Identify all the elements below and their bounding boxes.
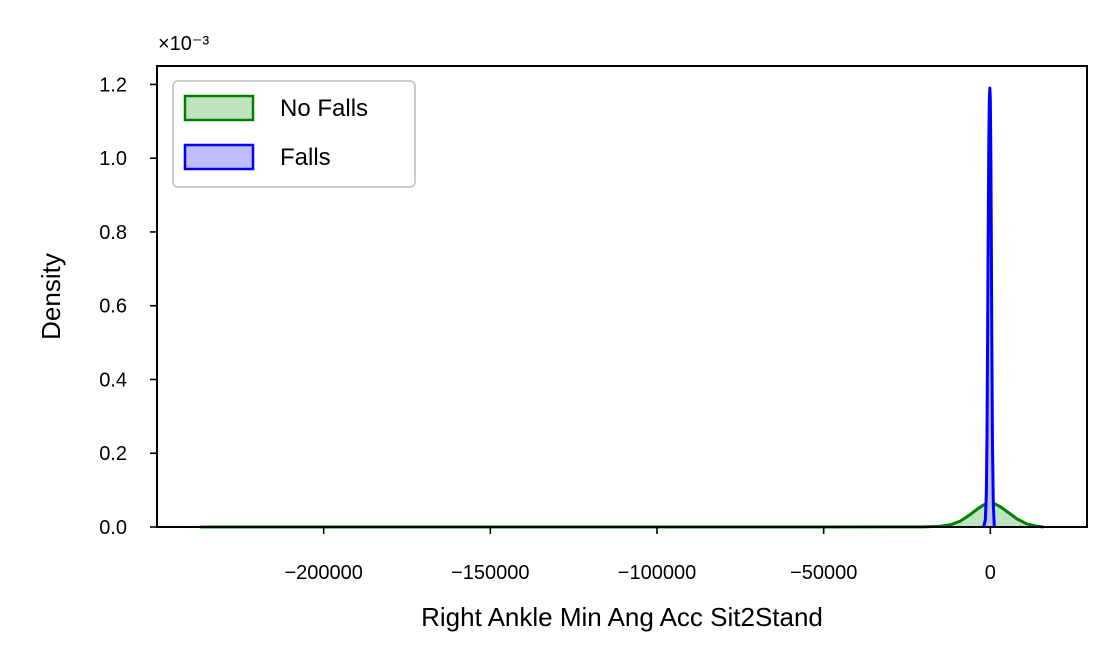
y-tick-label: 0.4 <box>99 369 127 391</box>
legend: No Falls Falls <box>172 80 416 188</box>
y-tick-label: 1.2 <box>99 74 127 96</box>
axes-frame <box>156 65 1088 528</box>
series-area-no-falls <box>200 502 1044 527</box>
x-tick-label: −200000 <box>284 562 362 584</box>
y-axis: 0.0 0.2 0.4 0.6 0.8 1.0 1.2 <box>99 74 157 539</box>
x-tick-label: 0 <box>985 562 996 584</box>
y-offset-label: ×10⁻³ <box>158 33 209 55</box>
y-tick-label: 0.6 <box>99 296 127 318</box>
y-tick-label: 0.0 <box>99 517 127 539</box>
y-tick-label: 1.0 <box>99 148 127 170</box>
y-axis-title: Density <box>36 253 66 340</box>
y-tick-label: 0.8 <box>99 222 127 244</box>
x-tick-label: −100000 <box>618 562 696 584</box>
legend-swatch-falls <box>183 143 255 171</box>
x-axis: −200000 −150000 −100000 −50000 0 <box>284 527 996 584</box>
legend-label-no-falls: No Falls <box>280 95 368 122</box>
legend-swatch-no-falls <box>183 94 255 122</box>
x-tick-label: −50000 <box>790 562 857 584</box>
legend-label-falls: Falls <box>280 144 331 171</box>
x-tick-label: −150000 <box>451 562 529 584</box>
y-tick-label: 0.2 <box>99 443 127 465</box>
series-line-falls <box>982 86 996 528</box>
x-axis-title: Right Ankle Min Ang Acc Sit2Stand <box>421 602 823 632</box>
